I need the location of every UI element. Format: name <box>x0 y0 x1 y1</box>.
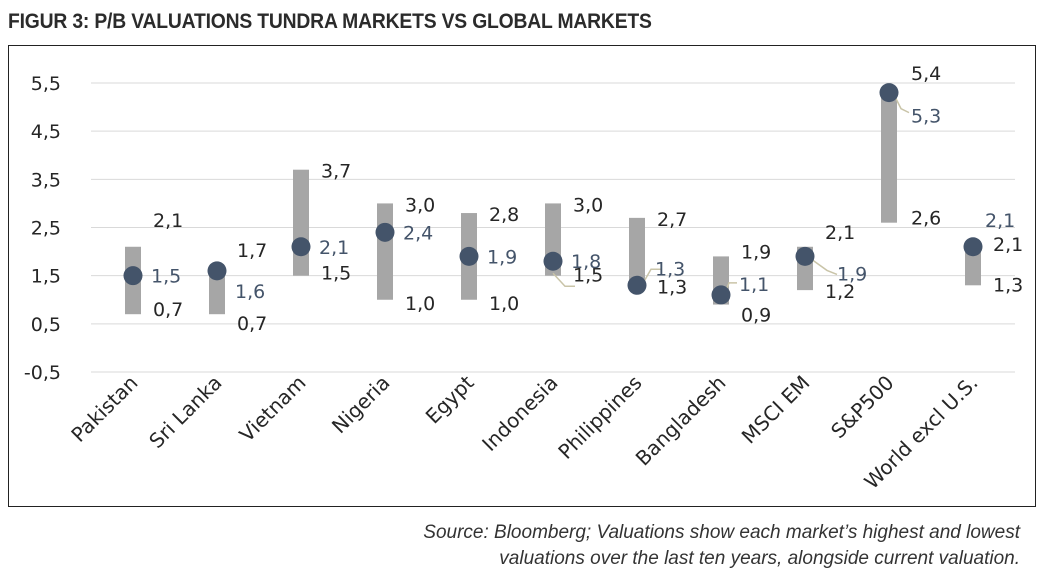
range-bar <box>629 217 645 286</box>
y-tick-label: 0,5 <box>31 314 61 336</box>
high-value-label: 1,7 <box>237 240 267 262</box>
y-tick-label: 2,5 <box>31 218 61 240</box>
y-tick-label: 3,5 <box>31 169 61 191</box>
range-bar <box>293 169 309 276</box>
current-value-label: 1,3 <box>655 258 685 280</box>
source-line-1: Source: Bloomberg; Valuations show each … <box>423 522 1020 543</box>
current-value-label: 2,1 <box>985 210 1015 232</box>
current-value-marker <box>963 237 983 257</box>
current-value-label: 1,6 <box>235 281 265 303</box>
leader-line <box>642 268 661 284</box>
category-label: Philippines <box>553 371 646 464</box>
category-label: Indonesia <box>477 371 562 456</box>
current-value-marker <box>543 251 563 271</box>
y-tick-label: -0,5 <box>24 362 61 384</box>
current-value-marker <box>879 83 899 103</box>
leader-line <box>894 96 910 114</box>
high-value-label: 2,1 <box>153 210 183 232</box>
range-bar <box>377 203 393 300</box>
category-label: Bangladesh <box>631 371 731 471</box>
low-value-label: 1,3 <box>657 276 687 298</box>
leader-line <box>552 272 575 287</box>
current-value-marker <box>207 261 227 281</box>
high-value-label: 2,8 <box>489 204 519 226</box>
high-value-label: 3,0 <box>405 194 435 216</box>
high-value-label: 2,7 <box>657 209 687 231</box>
current-value-label: 2,1 <box>319 237 349 259</box>
current-value-marker <box>375 222 395 242</box>
range-bar <box>965 246 981 286</box>
category-label: MSCI EM <box>737 371 815 449</box>
chart-frame: -0,5 0,5 1,5 2,5 3,5 4,5 5,5 2,1 0,7 1,5 Pakistan 1… <box>8 45 1036 507</box>
low-value-label: 1,5 <box>321 263 351 285</box>
high-value-label: 1,9 <box>741 241 771 263</box>
leader-line <box>812 259 838 276</box>
y-tick-label: 4,5 <box>31 121 61 143</box>
pb-valuation-chart: -0,5 0,5 1,5 2,5 3,5 4,5 5,5 2,1 0,7 1,5 Pakistan 1… <box>24 63 1023 494</box>
source-note: Source: Bloomberg; Valuations show each … <box>300 520 1020 572</box>
high-value-label: 2,1 <box>825 222 855 244</box>
current-value-label: 1,9 <box>487 246 517 268</box>
current-value-marker <box>459 246 479 266</box>
figure-title: FIGUR 3: P/B VALUATIONS TUNDRA MARKETS V… <box>8 10 652 33</box>
current-value-label: 1,9 <box>837 263 867 285</box>
low-value-label: 1,0 <box>405 293 435 315</box>
current-value-marker <box>123 266 143 286</box>
low-value-label: 1,0 <box>489 293 519 315</box>
category-label: Sri Lanka <box>144 371 226 453</box>
source-line-2: valuations over the last ten years, alon… <box>499 548 1020 569</box>
category-label: S&P500 <box>826 371 899 444</box>
current-value-label: 1,8 <box>571 251 601 273</box>
low-value-label: 0,9 <box>741 305 771 327</box>
low-value-label: 2,6 <box>911 208 941 230</box>
category-label: Nigeria <box>327 371 395 439</box>
low-value-label: 1,3 <box>993 274 1023 296</box>
high-value-label: 3,0 <box>573 194 603 216</box>
category-label: Pakistan <box>66 371 142 447</box>
low-value-label: 0,7 <box>237 313 267 335</box>
low-value-label: 1,5 <box>573 265 603 287</box>
range-bar <box>881 87 897 223</box>
category-label: Vietnam <box>235 371 311 447</box>
high-value-label: 2,1 <box>993 234 1023 256</box>
current-value-label: 1,1 <box>739 274 769 296</box>
current-value-label: 1,5 <box>151 266 181 288</box>
current-value-marker <box>795 246 815 266</box>
current-value-marker <box>711 285 731 305</box>
current-value-label: 5,3 <box>911 106 941 128</box>
high-value-label: 3,7 <box>321 161 351 183</box>
y-tick-label: 1,5 <box>31 266 61 288</box>
low-value-label: 1,2 <box>825 281 855 303</box>
category-label: Egypt <box>421 370 479 428</box>
current-value-label: 2,4 <box>403 222 433 244</box>
current-value-marker <box>627 275 647 295</box>
current-value-marker <box>291 237 311 257</box>
high-value-label: 5,4 <box>911 63 941 85</box>
y-tick-label: 5,5 <box>31 73 61 95</box>
low-value-label: 0,7 <box>153 299 183 321</box>
